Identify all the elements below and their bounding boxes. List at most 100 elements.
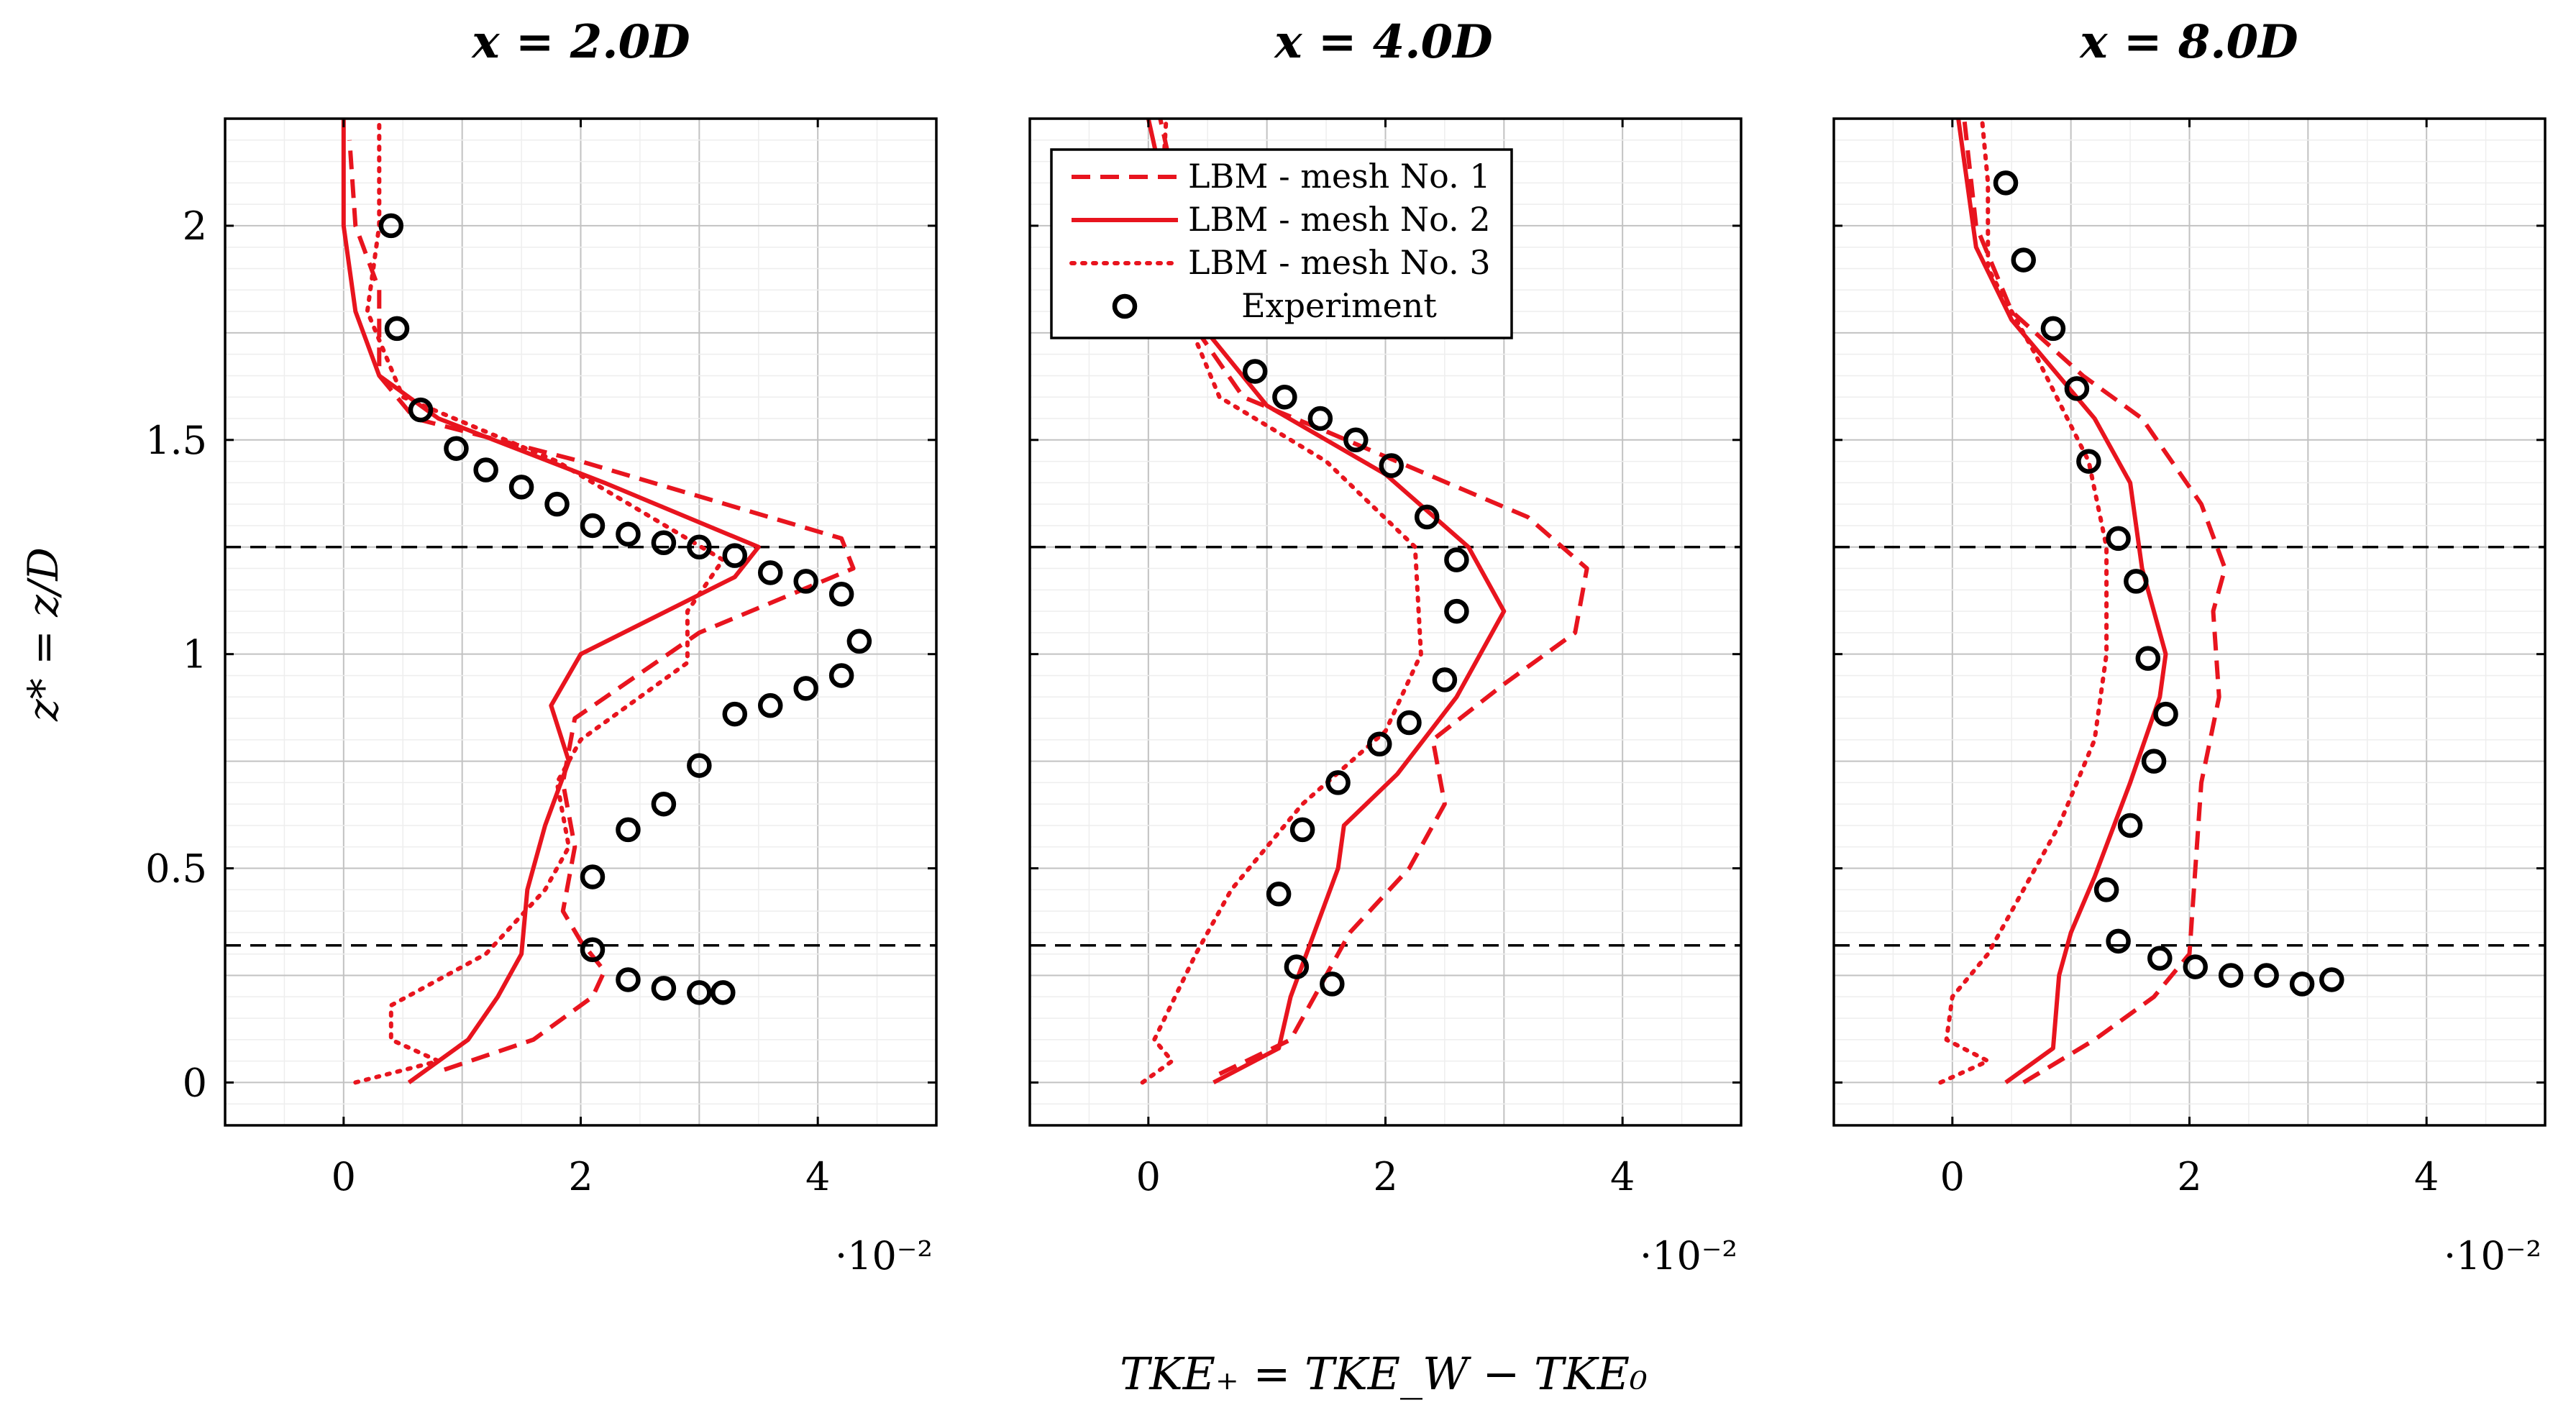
experiment-point	[1325, 770, 1351, 795]
experiment-point	[2135, 646, 2161, 671]
experiment-point	[687, 980, 712, 1005]
experiment-point	[616, 817, 641, 843]
experiment-point	[2064, 376, 2090, 401]
experiment-point	[580, 513, 606, 539]
experiment-point	[1343, 427, 1369, 453]
experiment-point	[828, 582, 854, 607]
experiment-point	[508, 475, 534, 500]
experiment-point	[1444, 598, 1469, 624]
x-axis-multiplier: ·10⁻²	[2444, 1233, 2541, 1279]
experiment-point	[2147, 946, 2173, 971]
experiment-point	[2076, 449, 2101, 474]
experiment-point	[1289, 817, 1315, 843]
x-tick-label: 2	[568, 1154, 593, 1199]
legend: LBM - mesh No. 1 LBM - mesh No. 2 LBM - me…	[1050, 148, 1513, 339]
y-tick-label: 0.5	[145, 846, 207, 892]
experiment-point	[1307, 406, 1333, 431]
experiment-point	[473, 457, 498, 482]
panel-title: x = 2.0D	[470, 15, 690, 69]
grid	[224, 118, 937, 1126]
y-axis-label: z* = z/D	[19, 547, 68, 722]
experiment-point	[2319, 967, 2344, 992]
x-axis-label: TKE₊ = TKE_W − TKE₀	[1120, 1348, 1648, 1400]
series-line-dashed	[1158, 118, 1589, 1076]
experiment-point	[2117, 813, 2143, 838]
experiment-point	[722, 701, 748, 727]
x-tick-label: 0	[1136, 1154, 1161, 1199]
experiment-markers	[378, 213, 872, 1005]
experiment-point	[2124, 569, 2149, 594]
experiment-point	[1284, 954, 1310, 979]
legend-label: LBM - mesh No. 1	[1188, 157, 1491, 196]
grid	[1833, 118, 2546, 1126]
experiment-point	[1414, 504, 1440, 530]
experiment-point	[1432, 667, 1458, 692]
experiment-point	[2141, 749, 2167, 774]
x-tick-label: 4	[805, 1154, 830, 1199]
experiment-point	[1444, 547, 1469, 572]
y-tick-label: 1	[183, 632, 207, 677]
y-tick-label: 0	[183, 1060, 207, 1105]
legend-label: Experiment	[1241, 286, 1437, 325]
experiment-point	[2040, 316, 2066, 342]
experiment-point	[1272, 384, 1297, 410]
experiment-point	[2218, 963, 2244, 988]
x-axis-multiplier: ·10⁻²	[835, 1233, 933, 1279]
legend-box	[1050, 148, 1513, 339]
series-line-solid	[341, 119, 761, 1084]
experiment-point	[711, 980, 736, 1005]
panel-3: x = 8.0D 0 2 4·10⁻²	[1832, 15, 2547, 1279]
experiment-point	[544, 491, 570, 517]
series-line-dotted	[1938, 116, 2109, 1085]
experiment-point	[651, 791, 677, 817]
experiment-point	[722, 543, 748, 568]
experiment-markers	[1171, 170, 1469, 997]
series-line-solid	[1956, 118, 2168, 1084]
experiment-point	[444, 436, 469, 461]
experiment-point	[2011, 247, 2036, 273]
experiment-point	[408, 397, 434, 423]
experiment-point	[793, 569, 818, 594]
experiment-point	[1266, 882, 1292, 907]
experiment-point	[651, 976, 677, 1001]
y-tick-label: 1.5	[145, 418, 207, 463]
x-tick-label: 4	[2414, 1154, 2439, 1199]
x-tick-label: 0	[332, 1154, 356, 1199]
experiment-point	[1379, 453, 1404, 478]
panel-2: x = 4.0D 0 2 4·10⁻²	[1028, 15, 1743, 1279]
experiment-point	[651, 530, 677, 556]
legend-label: LBM - mesh No. 3	[1188, 243, 1491, 282]
experiment-point	[2106, 526, 2131, 552]
experiment-point	[1993, 170, 2019, 196]
experiment-point	[2254, 963, 2279, 988]
series-line-dotted	[353, 116, 726, 1085]
experiment-point	[1397, 710, 1422, 736]
grid	[1029, 118, 1742, 1126]
y-tick-label: 2	[183, 203, 207, 249]
experiment-point	[687, 534, 712, 559]
experiment-point	[2183, 954, 2208, 979]
experiment-point	[846, 628, 872, 654]
x-tick-label: 2	[1373, 1154, 1397, 1199]
x-tick-label: 2	[2177, 1154, 2201, 1199]
experiment-point	[2106, 928, 2131, 954]
series-line-dashed	[347, 139, 856, 1072]
experiment-point	[828, 663, 854, 688]
legend-marker	[1112, 293, 1138, 319]
experiment-point	[1367, 731, 1392, 757]
experiment-point	[2153, 701, 2178, 727]
x-tick-label: 0	[1940, 1154, 1965, 1199]
experiment-point	[2289, 971, 2315, 997]
panel-1: x = 2.0D 0 2 4 0 0.5 1 1.5 2 ·10⁻²	[145, 15, 938, 1279]
experiment-point	[687, 753, 712, 778]
experiment-point	[1320, 971, 1345, 997]
experiment-point	[384, 316, 410, 342]
panel-title: x = 8.0D	[2078, 15, 2298, 69]
experiment-point	[580, 937, 606, 962]
experiment-point	[378, 213, 404, 239]
experiment-point	[793, 676, 818, 701]
experiment-point	[2093, 877, 2119, 902]
panel-title: x = 4.0D	[1273, 15, 1493, 69]
experiment-point	[757, 560, 783, 585]
